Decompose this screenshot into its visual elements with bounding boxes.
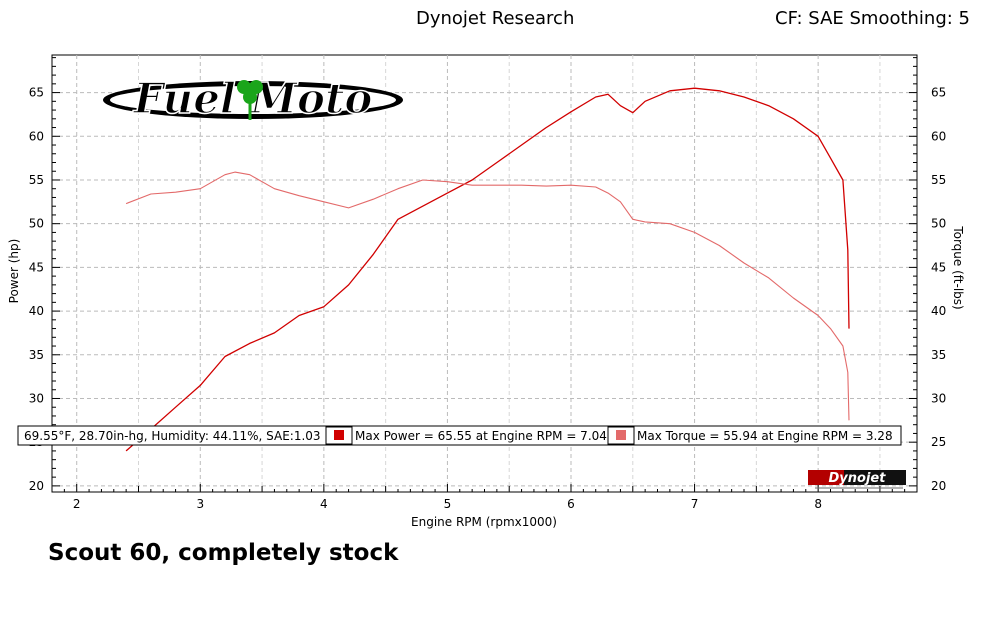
y2-tick-label: 50 [931, 217, 946, 231]
torque-curve [125, 171, 850, 421]
y2-tick-label: 30 [931, 391, 946, 405]
legend-conditions: 69.55°F, 28.70in-hg, Humidity: 44.11%, S… [24, 429, 321, 443]
y-tick-label: 45 [29, 260, 44, 274]
y2-tick-label: 55 [931, 173, 946, 187]
y2-tick-label: 40 [931, 304, 946, 318]
legend-torque: Max Torque = 55.94 at Engine RPM = 3.28 [637, 429, 893, 443]
y-tick-label: 30 [29, 391, 44, 405]
plot-area [51, 54, 918, 493]
correction-factor-label: CF: SAE Smoothing: 5 [775, 8, 971, 29]
legend: 69.55°F, 28.70in-hg, Humidity: 44.11%, S… [17, 425, 902, 446]
x-tick-label: 6 [567, 497, 575, 511]
y-tick-label: 40 [29, 304, 44, 318]
y-tick-label: 55 [29, 173, 44, 187]
power-swatch [334, 430, 344, 440]
torque-swatch [616, 430, 626, 440]
y2-tick-label: 60 [931, 129, 946, 143]
x-tick-label: 4 [320, 497, 328, 511]
x-tick-label: 2 [73, 497, 81, 511]
x-tick-label: 5 [444, 497, 452, 511]
dynojet-brand-logo: Dynojet [808, 470, 906, 489]
y-tick-label: 60 [29, 129, 44, 143]
brand-text: Dynojet [829, 471, 887, 486]
y-tick-label: 50 [29, 217, 44, 231]
caption: Scout 60, completely stock [48, 540, 399, 566]
chart-title: Dynojet Research [416, 8, 575, 29]
y-tick-label: 35 [29, 348, 44, 362]
shamrock-icon [237, 80, 263, 120]
y2-tick-label: 35 [931, 348, 946, 362]
y-tick-label: 20 [29, 479, 44, 493]
y2-tick-label: 25 [931, 435, 946, 449]
y-axis-label: Power (hp) [7, 239, 21, 304]
power-curve [125, 87, 850, 452]
y2-axis-label: Torque (ft-lbs) [951, 225, 965, 309]
x-tick-label: 7 [691, 497, 699, 511]
y2-tick-label: 65 [931, 86, 946, 100]
legend-power: Max Power = 65.55 at Engine RPM = 7.04 [355, 429, 607, 443]
x-axis-label: Engine RPM (rpmx1000) [411, 515, 557, 529]
y2-tick-label: 45 [931, 260, 946, 274]
x-tick-label: 8 [814, 497, 822, 511]
y-tick-label: 65 [29, 86, 44, 100]
x-tick-label: 3 [196, 497, 204, 511]
y2-tick-label: 20 [931, 479, 946, 493]
fuel-moto-logo: Fuel Moto [103, 73, 403, 124]
